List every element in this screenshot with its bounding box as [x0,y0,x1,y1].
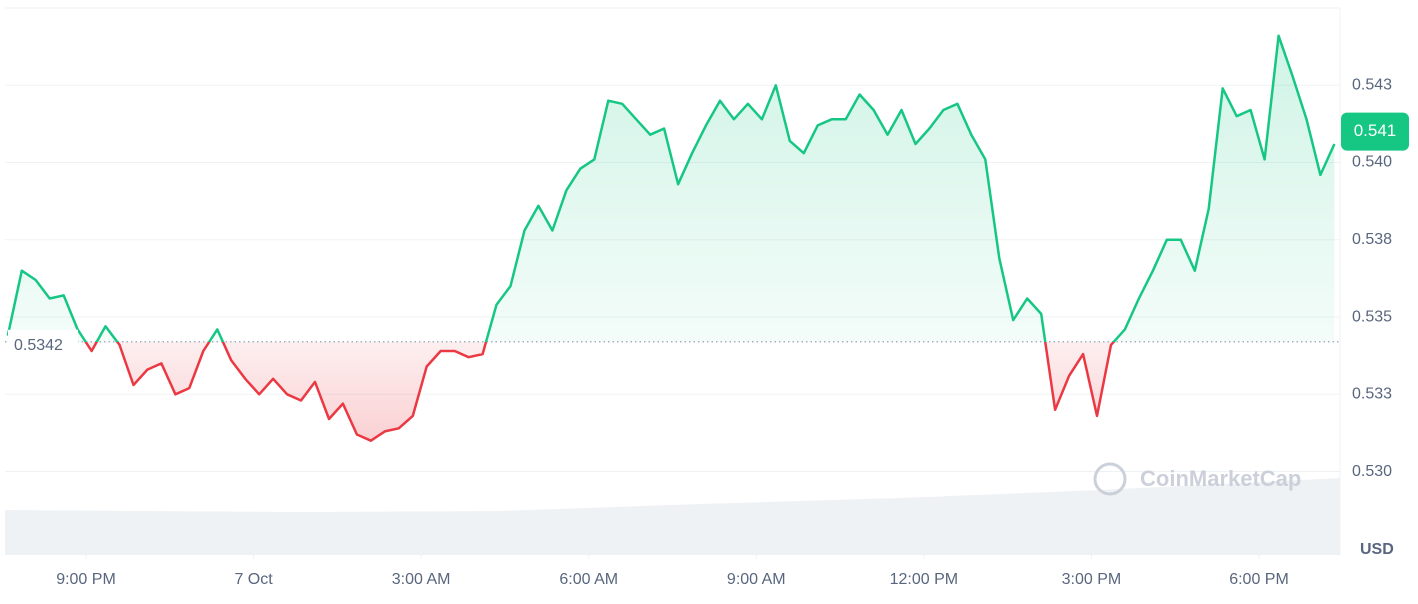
price-line [6,34,1336,442]
watermark: CoinMarketCap [1093,462,1301,496]
x-tick-label: 9:00 AM [727,571,786,588]
y-tick-label: 0.543 [1352,76,1392,93]
x-tick-label: 6:00 AM [559,571,618,588]
y-tick-label: 0.535 [1352,308,1392,325]
x-tick-label: 3:00 PM [1062,571,1122,588]
x-tick-label: 7 Oct [234,571,273,588]
watermark-text: CoinMarketCap [1140,466,1301,491]
x-tick-label: 9:00 PM [56,571,116,588]
y-tick-label: 0.538 [1352,231,1392,248]
x-tick-label: 6:00 PM [1229,571,1289,588]
x-tick-label: 12:00 PM [890,571,958,588]
plot: 0.5342 0.541 [5,34,1409,442]
grid: 0.530 0.533 0.535 0.538 0.540 0.543 9:00 PM 7 O… [5,76,1392,588]
y-tick-label: 0.540 [1352,154,1392,171]
baseline-label-bg [8,329,78,354]
baseline-label: 0.5342 [14,337,63,354]
watermark-logo [1093,462,1127,496]
currency-label: USD [1360,541,1394,558]
y-tick-label: 0.533 [1352,386,1392,403]
volume-area [5,478,1340,555]
y-tick-label: 0.530 [1352,463,1392,480]
current-price-badge [1341,112,1409,151]
price-area [7,35,1335,441]
current-price-label: 0.541 [1354,121,1397,140]
x-tick-label: 3:00 AM [392,571,451,588]
